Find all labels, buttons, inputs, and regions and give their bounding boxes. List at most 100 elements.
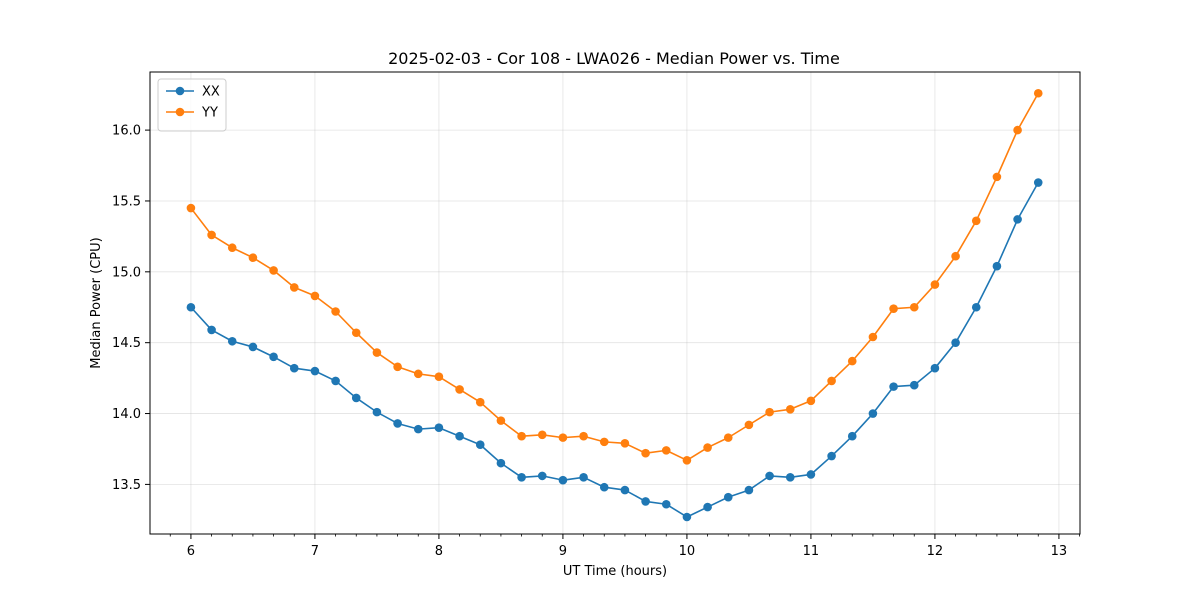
data-point (806, 396, 816, 406)
series-yy (186, 88, 1043, 465)
data-point (723, 492, 733, 502)
data-point (579, 473, 588, 482)
data-point (248, 342, 258, 352)
data-point (661, 499, 671, 509)
data-point (868, 332, 878, 342)
data-point (558, 475, 568, 485)
data-point (372, 348, 382, 357)
data-point (909, 302, 919, 312)
data-point (703, 502, 712, 512)
data-point (331, 307, 340, 316)
chart-title: 2025-02-03 - Cor 108 - LWA026 - Median P… (388, 49, 840, 68)
data-point (827, 451, 836, 461)
data-point (434, 372, 444, 381)
data-point (641, 497, 650, 506)
data-point (1013, 215, 1022, 224)
data-point (269, 266, 278, 275)
data-point (372, 407, 382, 417)
data-point (1033, 178, 1043, 187)
data-point (413, 424, 423, 434)
data-point (496, 458, 506, 468)
legend-entry-yy: YY (166, 106, 218, 121)
data-point (186, 302, 196, 312)
data-point (951, 251, 960, 261)
y-tick-label: 13.5 (112, 478, 141, 493)
data-point (455, 385, 464, 394)
data-point (496, 416, 506, 425)
data-point (641, 448, 650, 458)
data-point (558, 433, 568, 442)
data-point (971, 216, 981, 226)
legend-box (157, 78, 227, 132)
x-tick-label: 10 (679, 544, 696, 559)
x-tick-label: 13 (1051, 544, 1068, 559)
data-point (207, 230, 216, 240)
y-tick-label: 14.0 (112, 407, 141, 422)
data-point (186, 203, 196, 213)
data-point (537, 430, 547, 440)
data-point (1013, 125, 1022, 135)
data-point (310, 366, 320, 376)
x-tick-label: 11 (803, 544, 820, 559)
data-point (847, 431, 857, 441)
y-tick-label: 16.0 (112, 124, 141, 139)
data-point (1033, 88, 1043, 98)
data-point (227, 243, 237, 253)
legend-marker (175, 86, 185, 96)
plot-frame (149, 71, 1081, 535)
y-tick-label: 15.5 (112, 194, 141, 209)
data-point (909, 380, 919, 390)
y-tick-label: 14.5 (112, 336, 141, 351)
legend-label: YY (201, 106, 218, 121)
legend: XX YY (157, 78, 227, 132)
series-layer (186, 88, 1043, 522)
data-point (289, 283, 299, 292)
x-tick-label: 9 (559, 544, 567, 559)
data-point (434, 423, 444, 433)
legend-entry-xx: XX (166, 85, 220, 100)
data-point (475, 397, 485, 407)
series-xx (186, 178, 1043, 522)
data-point (455, 431, 464, 441)
data-point (351, 328, 361, 338)
data-point (310, 291, 320, 301)
data-point (868, 409, 878, 418)
data-point (620, 485, 630, 495)
x-tick-label: 7 (311, 544, 319, 559)
data-point (847, 356, 857, 366)
data-point (537, 471, 547, 481)
x-tick-label: 8 (435, 544, 443, 559)
data-point (475, 440, 485, 450)
data-point (992, 261, 1002, 271)
data-point (269, 352, 278, 362)
data-point (827, 376, 836, 386)
data-point (393, 419, 402, 428)
y-axis-label: Median Power (CPU) (89, 237, 104, 368)
data-point (413, 369, 423, 379)
data-point (785, 404, 795, 414)
data-point (207, 325, 216, 335)
data-point (227, 336, 237, 346)
data-point (517, 431, 526, 441)
x-tick-label: 6 (187, 544, 195, 559)
y-tick-label: 15.0 (112, 265, 141, 280)
data-point (289, 363, 299, 373)
data-point (393, 362, 402, 372)
data-point (579, 431, 588, 441)
data-point (785, 473, 795, 482)
data-point (744, 420, 754, 430)
data-point (620, 439, 630, 448)
data-point (765, 471, 774, 481)
data-point (744, 485, 754, 495)
data-point (661, 446, 671, 455)
data-point (971, 302, 981, 312)
data-point (806, 470, 816, 479)
data-point (992, 172, 1002, 182)
data-point (765, 407, 774, 417)
legend-label: XX (202, 85, 220, 100)
data-point (951, 338, 960, 347)
ticks: 6 7 8 9 10 11 12 13 13.5 14.0 14.5 15.0 15.5 16.0 (112, 124, 1080, 559)
data-point (930, 280, 940, 289)
legend-marker (175, 107, 185, 117)
